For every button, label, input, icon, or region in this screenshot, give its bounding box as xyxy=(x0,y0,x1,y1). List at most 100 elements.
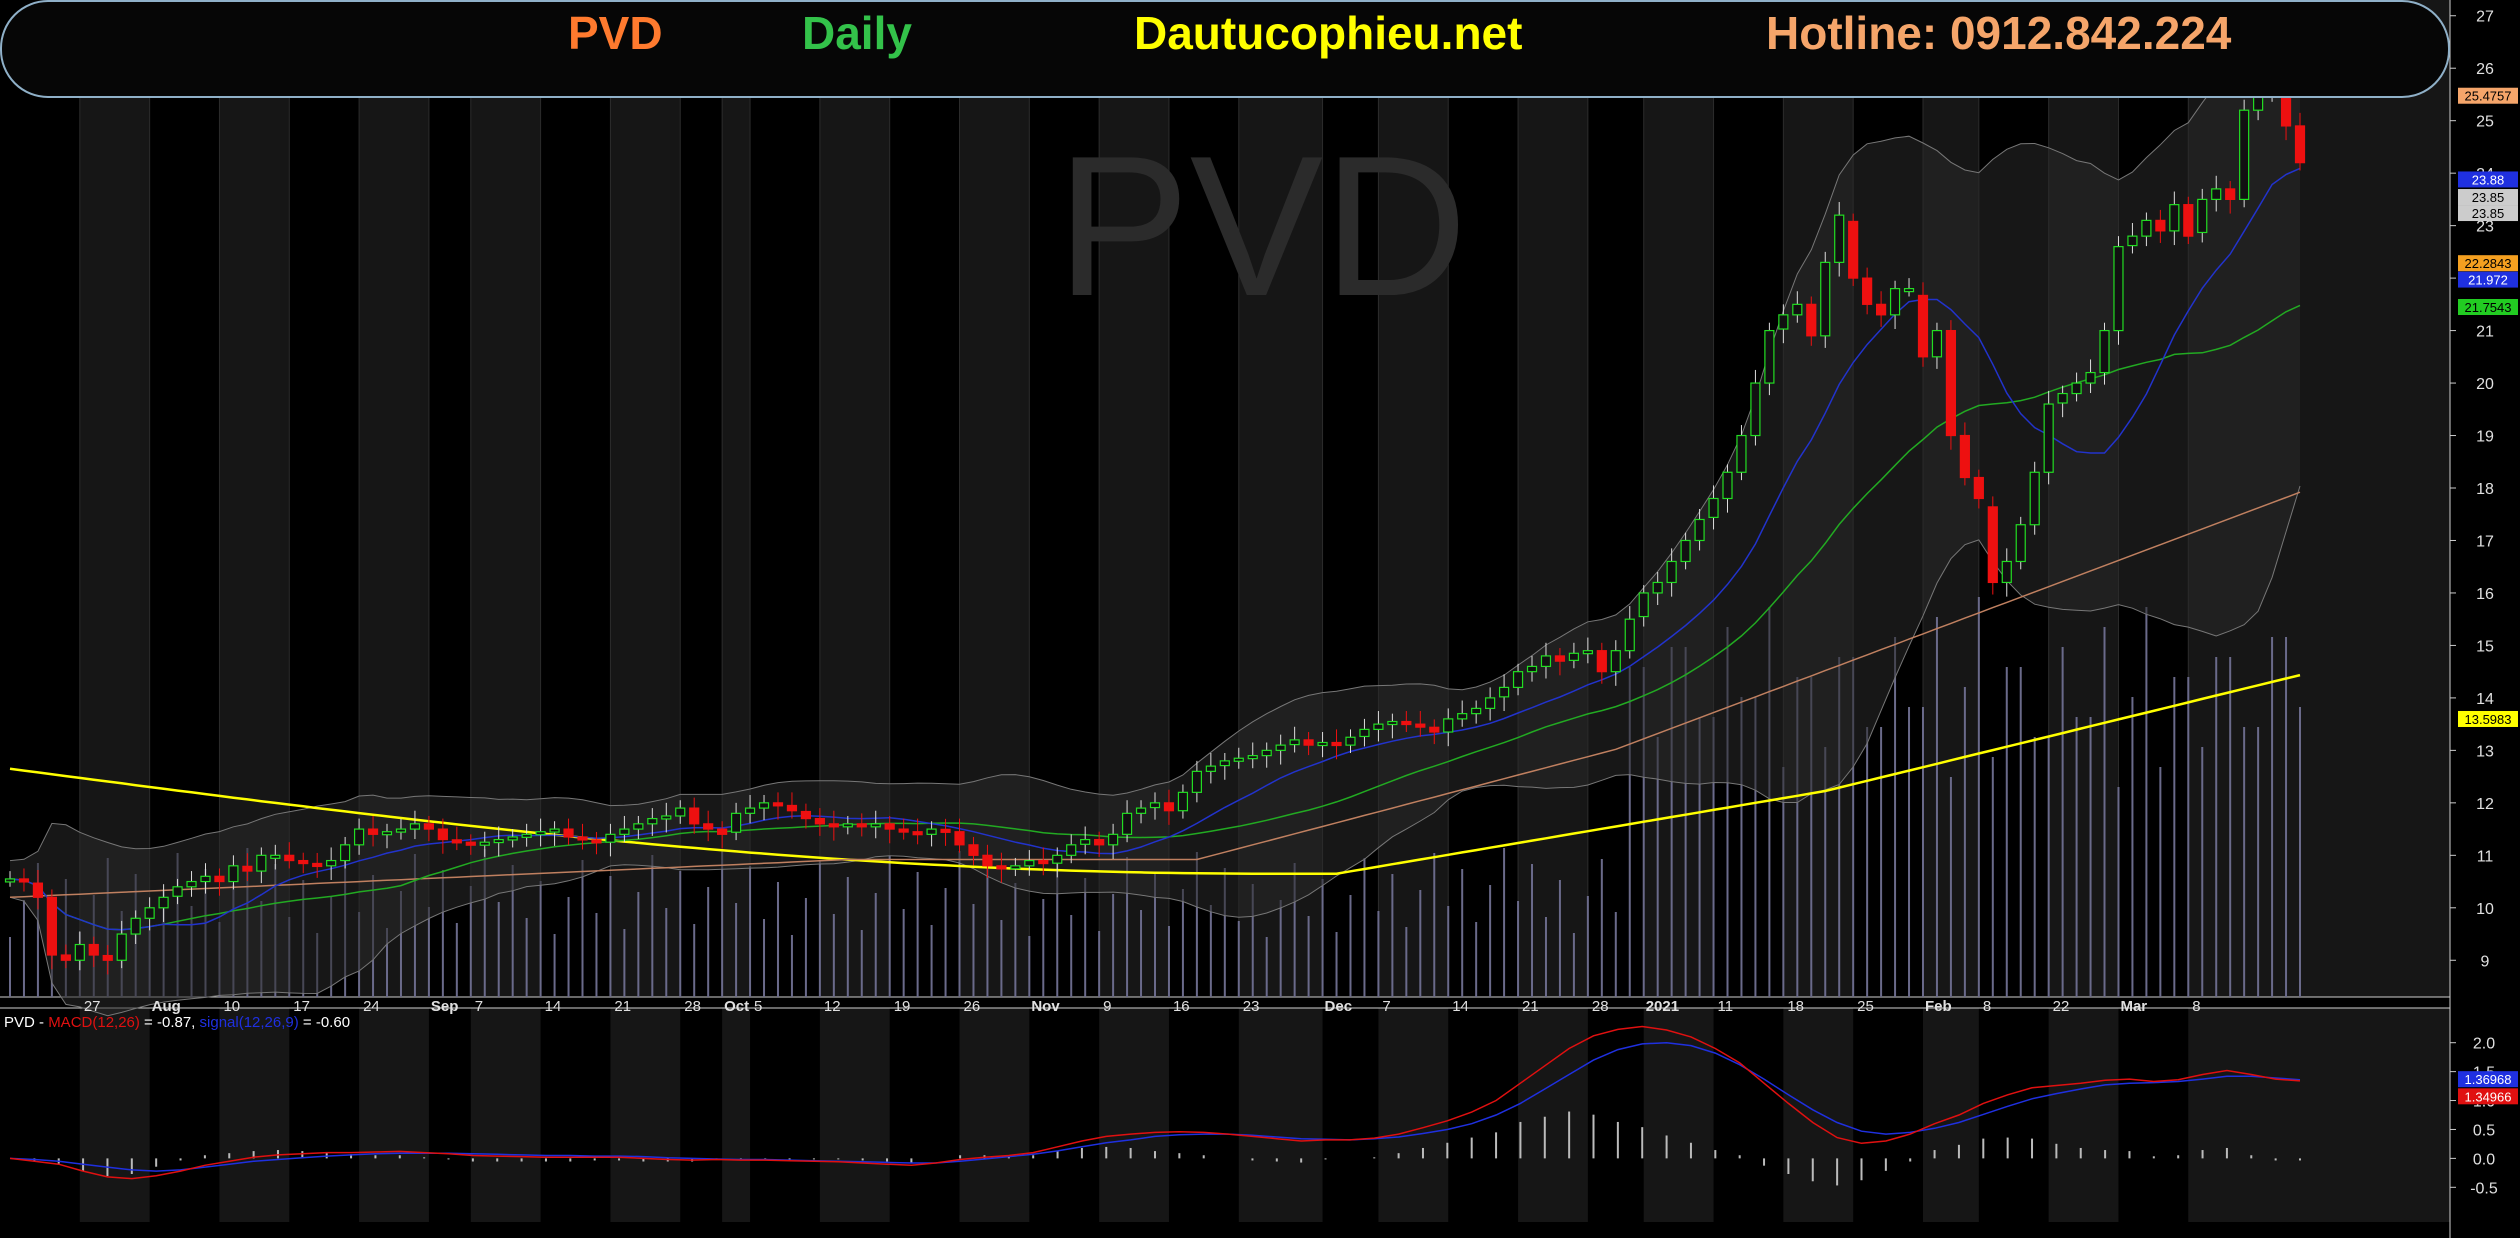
candle xyxy=(1945,320,1957,450)
candle xyxy=(465,834,476,855)
candle xyxy=(214,868,225,896)
candle xyxy=(32,870,44,910)
candle-body xyxy=(312,862,323,868)
candle-body xyxy=(186,880,197,888)
candle xyxy=(353,818,365,855)
candle-body xyxy=(298,859,309,865)
candle-body xyxy=(507,836,518,841)
candle xyxy=(1205,752,1216,784)
candle xyxy=(940,818,951,846)
candle-body xyxy=(605,833,616,843)
x-axis-label: Oct xyxy=(724,998,749,1015)
candle-body xyxy=(2015,524,2026,563)
candle xyxy=(2183,196,2194,245)
candle xyxy=(1568,642,1580,669)
candle-body xyxy=(2001,560,2012,584)
candle-body xyxy=(1834,214,1845,263)
candle-body xyxy=(898,828,909,833)
candle xyxy=(2239,99,2250,208)
candle-body xyxy=(353,828,365,846)
badge-background xyxy=(2458,710,2518,727)
badge-background xyxy=(2458,171,2518,188)
candle-body xyxy=(1917,294,1929,358)
candle xyxy=(200,863,211,894)
candle xyxy=(884,815,895,844)
candle xyxy=(1792,291,1803,323)
candle-body xyxy=(1303,739,1314,746)
price-axis-label: 17 xyxy=(2476,533,2494,550)
candle xyxy=(1121,800,1133,843)
candle-body xyxy=(2211,188,2222,200)
candle-body xyxy=(1485,697,1496,709)
price-axis-label: 23 xyxy=(2476,219,2494,236)
grid-band xyxy=(959,1008,1030,1222)
candle xyxy=(1387,713,1398,739)
candle xyxy=(2294,112,2306,171)
candle-body xyxy=(1708,497,1719,518)
x-axis-label: Dec xyxy=(1325,998,1353,1015)
candle-body xyxy=(242,865,253,872)
x-axis-label: 19 xyxy=(894,998,911,1015)
x-axis-label: 27 xyxy=(84,998,101,1015)
candle xyxy=(2071,372,2082,402)
candle xyxy=(1582,637,1593,664)
candle-body xyxy=(1108,833,1119,846)
candle xyxy=(563,818,574,845)
candle-body xyxy=(1778,314,1789,330)
candle xyxy=(1834,202,1845,277)
price-axis-label: 10 xyxy=(2476,901,2494,918)
candle-body xyxy=(1261,749,1272,757)
candle xyxy=(1317,732,1328,758)
candle-body xyxy=(2155,219,2166,232)
candle xyxy=(1764,322,1775,396)
candle-body xyxy=(1415,723,1426,728)
candle xyxy=(2169,191,2180,246)
candle xyxy=(675,800,686,824)
candle xyxy=(2015,516,2026,570)
candle-body xyxy=(214,875,225,883)
candle xyxy=(395,818,407,840)
candle xyxy=(1540,642,1552,679)
macd-axis-label: 0.0 xyxy=(2473,1151,2495,1168)
candle-body xyxy=(395,828,407,833)
candle-body xyxy=(1094,838,1105,846)
candle-body xyxy=(116,933,127,961)
candle xyxy=(996,852,1007,883)
candle xyxy=(1191,760,1202,803)
candle xyxy=(1931,322,1943,369)
candle xyxy=(689,797,700,834)
candle-body xyxy=(1931,329,1943,358)
x-axis-label: 25 xyxy=(1857,998,1874,1015)
header-symbol: PVD xyxy=(568,7,663,59)
candle xyxy=(870,810,881,839)
grid-band xyxy=(219,1008,290,1222)
candle-body xyxy=(828,823,839,828)
moving-average-green xyxy=(9,304,2301,931)
x-axis-label: 26 xyxy=(964,998,981,1015)
x-axis-label: 28 xyxy=(684,998,701,1015)
candle xyxy=(1010,857,1021,877)
candle-body xyxy=(1359,728,1370,738)
candle-body xyxy=(591,839,602,844)
candle xyxy=(549,821,560,846)
candle xyxy=(284,842,295,869)
x-axis-label: 23 xyxy=(1243,998,1260,1015)
signal-value: = -0.60 xyxy=(298,1014,351,1031)
x-axis-label: Nov xyxy=(1031,998,1060,1015)
candle-body xyxy=(1680,539,1691,563)
macd-line xyxy=(9,1025,2301,1180)
candle xyxy=(1066,834,1077,864)
grid-band xyxy=(1643,1008,1714,1222)
candle xyxy=(730,802,742,841)
candle xyxy=(982,844,993,878)
header-hotline: Hotline: 0912.842.224 xyxy=(1766,7,2232,59)
grid-band xyxy=(470,1008,541,1222)
candle xyxy=(1554,648,1566,676)
candle-body xyxy=(1275,744,1286,751)
price-axis-label: 13 xyxy=(2476,743,2494,760)
badge-label: 23.88 xyxy=(2472,172,2505,187)
candle xyxy=(1708,485,1719,530)
candle xyxy=(1750,369,1761,446)
candle-body xyxy=(2099,329,2110,374)
